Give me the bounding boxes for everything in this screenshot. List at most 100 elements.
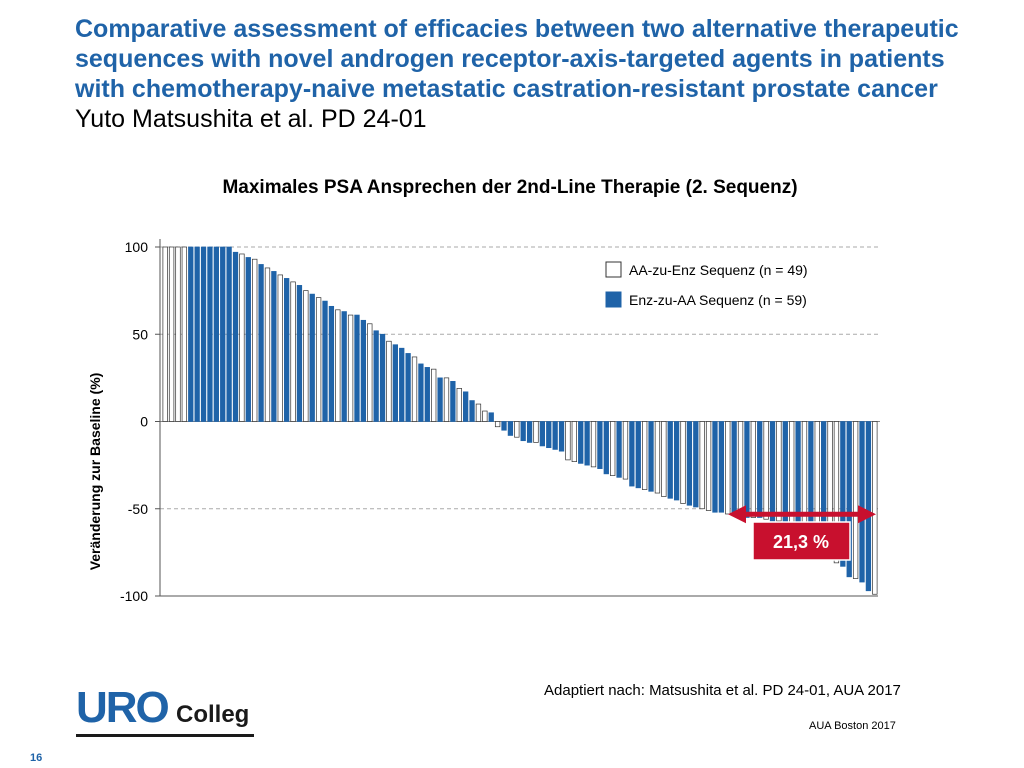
- bar: [463, 391, 469, 422]
- bar: [309, 293, 315, 422]
- slide-title-text: Comparative assessment of efficacies bet…: [75, 15, 959, 103]
- bar: [565, 421, 571, 461]
- bar: [763, 421, 769, 520]
- bar: [571, 421, 577, 462]
- legend: AA-zu-Enz Sequenz (n = 49) Enz-zu-AA Sequ…: [605, 261, 808, 308]
- legend-label-enz-aa: Enz-zu-AA Sequenz (n = 59): [629, 292, 807, 308]
- y-axis-label: Veränderung zur Baseline (%): [87, 373, 103, 571]
- bar: [379, 333, 386, 422]
- bars: [162, 246, 878, 595]
- bar: [533, 421, 539, 443]
- bar: [194, 246, 200, 422]
- y-tick-label: -100: [120, 588, 148, 604]
- bar: [437, 377, 443, 422]
- bar: [789, 421, 795, 525]
- slide-author: Yuto Matsushita et al. PD 24-01: [75, 105, 427, 133]
- y-tick-label: 100: [125, 239, 149, 255]
- bar: [578, 421, 584, 464]
- bar: [213, 246, 219, 422]
- y-tick-label: -50: [128, 501, 148, 517]
- bar: [239, 253, 245, 422]
- annotation: 21,3 %: [728, 505, 876, 561]
- bar: [731, 421, 737, 517]
- bar: [750, 421, 756, 518]
- bar: [616, 421, 622, 478]
- bar: [162, 246, 168, 422]
- bar: [245, 257, 251, 422]
- bar: [546, 421, 552, 449]
- bar: [686, 421, 693, 506]
- slide-title: Comparative assessment of efficacies bet…: [75, 14, 975, 134]
- annotation-arrowhead-right: [858, 505, 876, 524]
- logo-underline: [76, 734, 254, 737]
- bar: [360, 319, 367, 422]
- logo-uro-text: URO: [76, 683, 170, 732]
- logo-colleg-text: Colleg: [176, 701, 250, 728]
- bar: [859, 421, 865, 583]
- bar: [852, 421, 859, 579]
- bar: [175, 246, 181, 422]
- bar: [667, 421, 673, 499]
- bar: [558, 421, 565, 452]
- bar: [322, 300, 328, 422]
- y-tick-label: 0: [140, 414, 148, 430]
- bar: [354, 314, 360, 422]
- bar: [872, 421, 878, 595]
- bar: [258, 264, 264, 422]
- bar: [277, 274, 283, 422]
- bar: [552, 421, 558, 450]
- bar: [220, 246, 226, 422]
- legend-swatch-aa-enz: [605, 261, 622, 278]
- bar: [373, 330, 379, 422]
- bar: [712, 421, 718, 513]
- bar: [514, 421, 520, 438]
- bar: [347, 314, 354, 422]
- bar: [661, 421, 667, 497]
- bar: [744, 421, 750, 518]
- bar: [699, 421, 705, 510]
- chart-title: Maximales PSA Ansprechen der 2nd-Line Th…: [222, 177, 798, 198]
- bar: [482, 410, 488, 422]
- bar: [335, 309, 341, 422]
- bar: [252, 258, 258, 422]
- bar: [367, 323, 373, 422]
- page-number: 16: [30, 752, 43, 764]
- bar: [226, 246, 232, 422]
- bar: [284, 278, 290, 422]
- bar: [610, 421, 616, 476]
- bar: [603, 421, 609, 475]
- bar: [769, 421, 776, 522]
- conference-label: AUA Boston 2017: [809, 720, 896, 732]
- annotation-label: 21,3 %: [773, 532, 829, 552]
- source-citation: Adaptiert nach: Matsushita et al. PD 24-…: [544, 682, 901, 699]
- y-tick-label: 50: [132, 326, 148, 342]
- bar: [386, 340, 392, 422]
- bar: [597, 421, 603, 469]
- bar: [188, 246, 194, 422]
- bar: [833, 421, 840, 564]
- bar: [648, 421, 654, 492]
- bar: [795, 421, 801, 527]
- bar: [776, 421, 782, 522]
- bar: [590, 421, 597, 468]
- bar: [200, 246, 207, 422]
- bar: [303, 290, 309, 422]
- bar: [264, 267, 271, 422]
- bar: [680, 421, 686, 504]
- bar: [757, 421, 763, 518]
- bar: [431, 368, 437, 422]
- bar: [424, 367, 430, 422]
- bar: [539, 421, 546, 447]
- bar: [296, 285, 303, 422]
- bar: [622, 421, 629, 480]
- bar: [635, 421, 641, 489]
- bar: [725, 421, 731, 515]
- bar: [232, 251, 239, 422]
- bar: [865, 421, 872, 592]
- bar: [501, 421, 507, 431]
- bar: [405, 353, 411, 422]
- bar: [584, 421, 590, 466]
- bar: [315, 297, 322, 422]
- bar: [814, 421, 820, 539]
- bar: [443, 377, 450, 422]
